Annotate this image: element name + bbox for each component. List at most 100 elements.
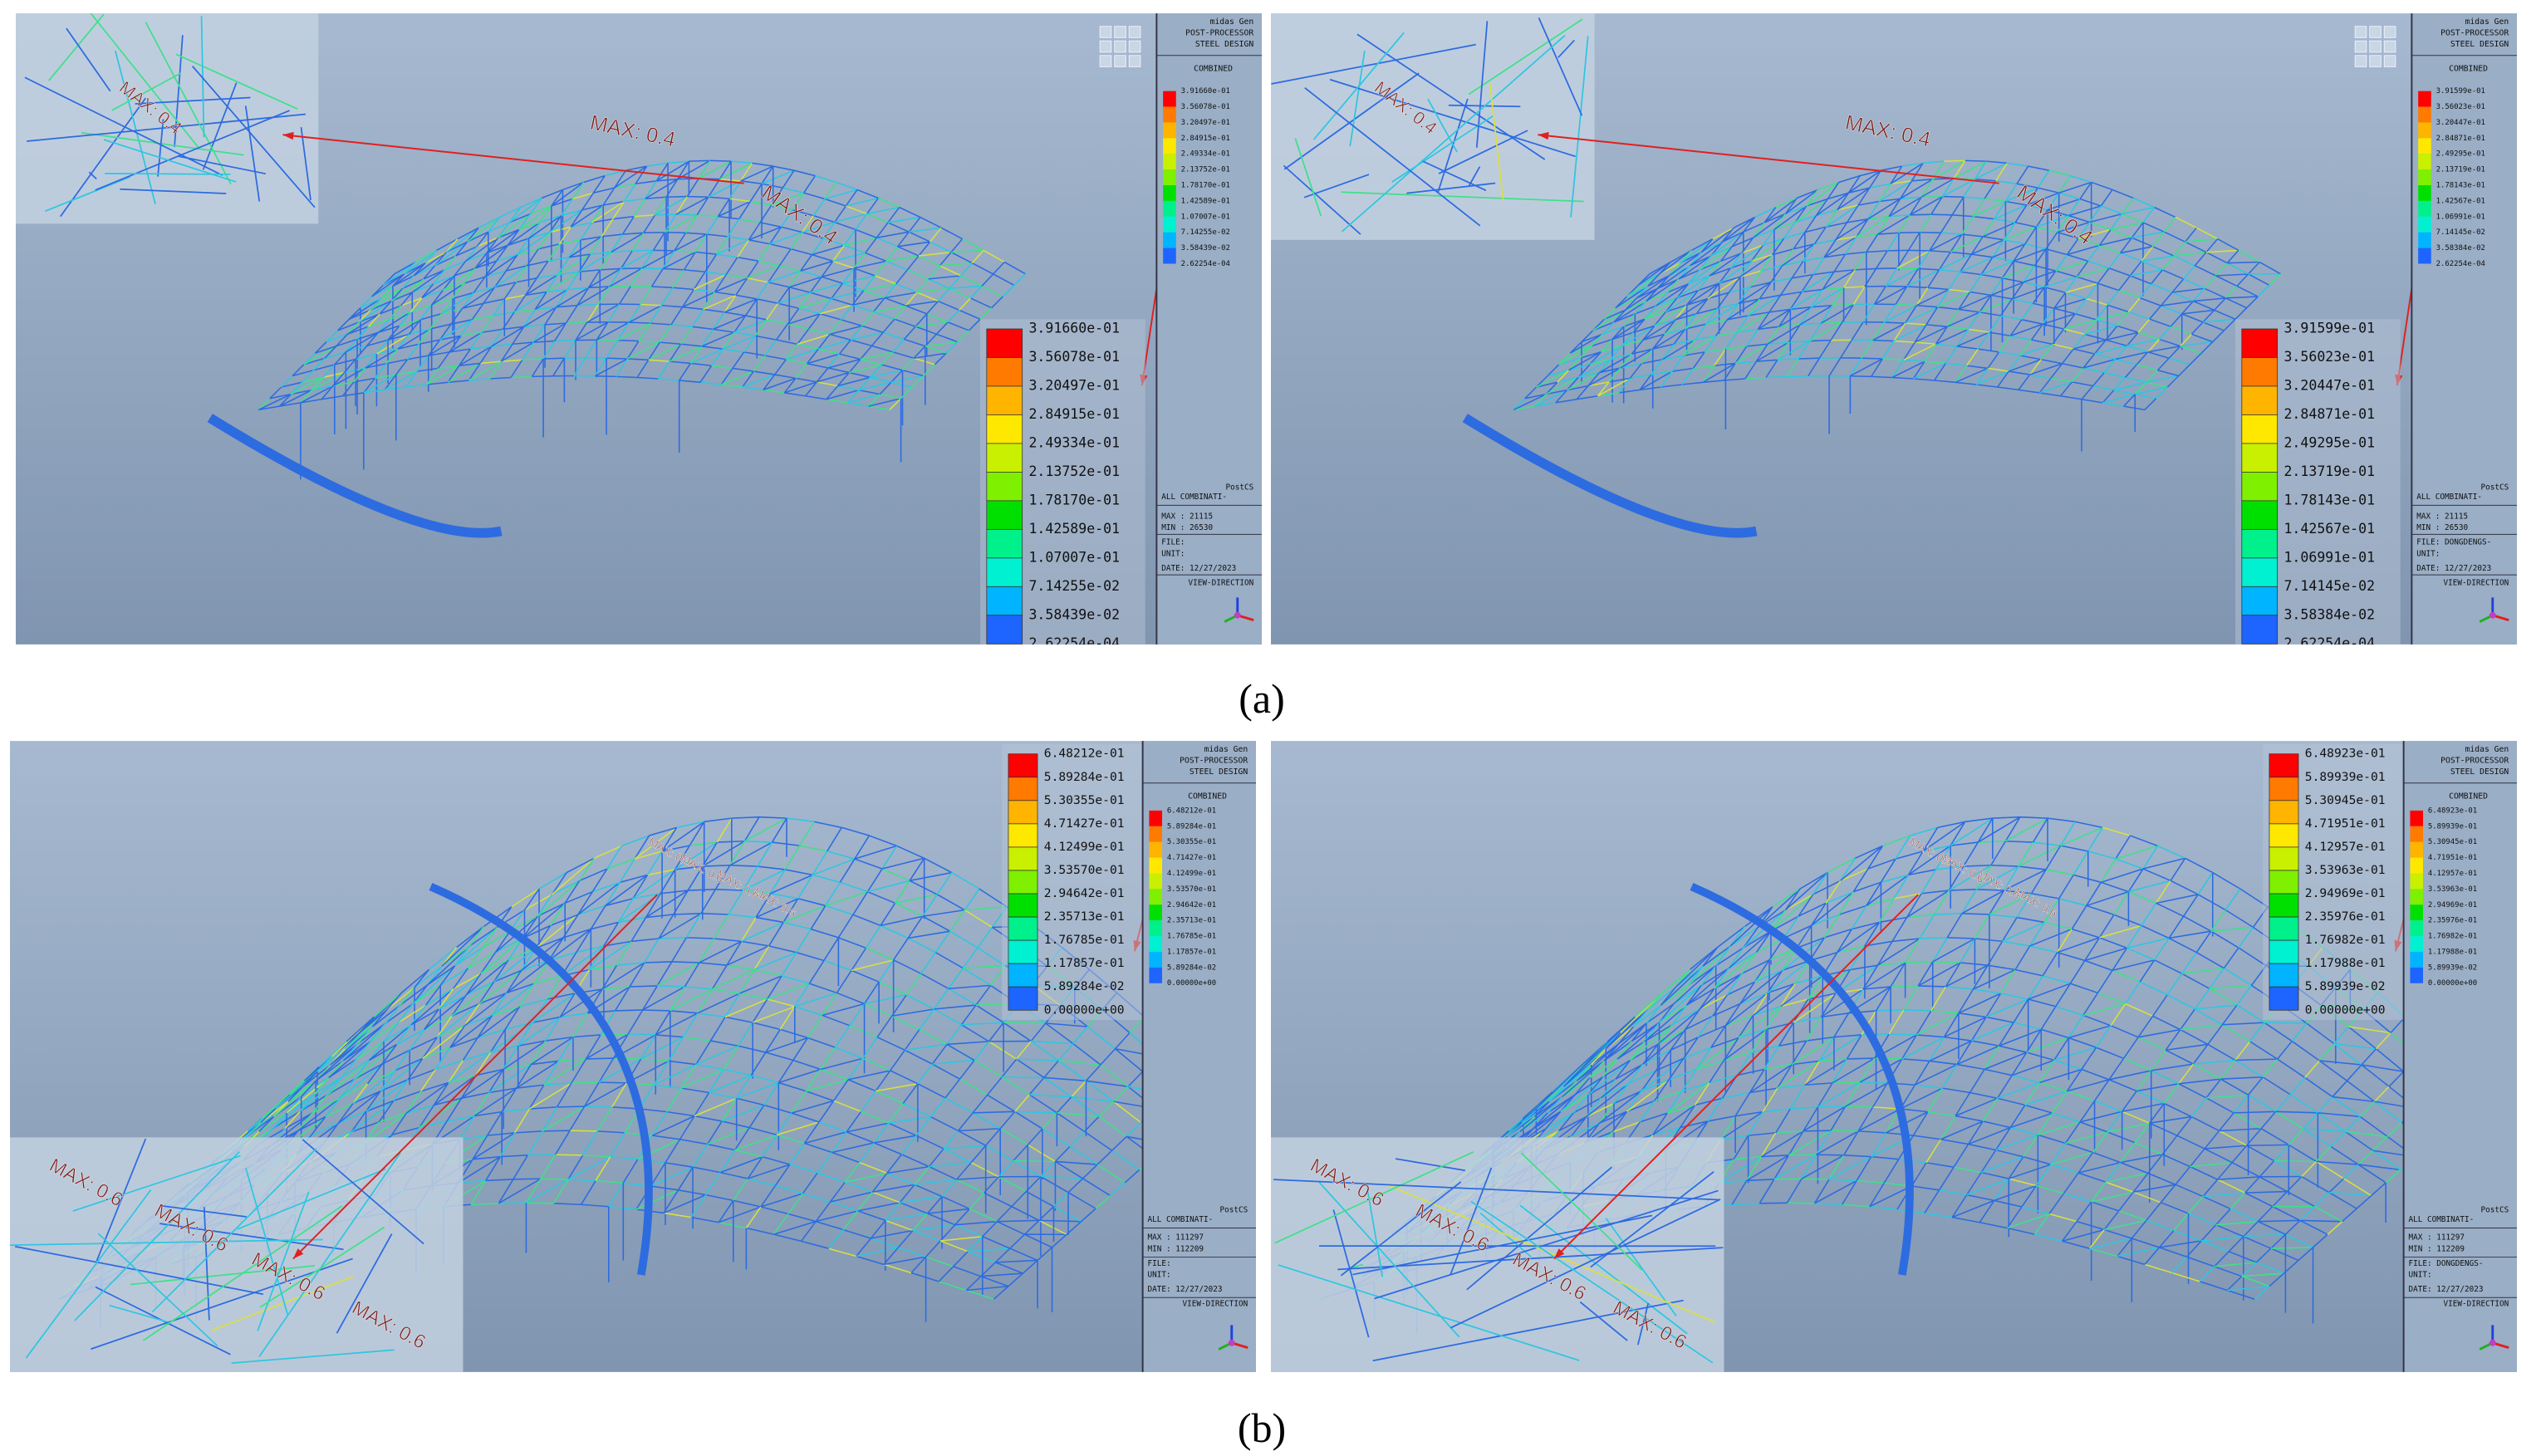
member — [2052, 343, 2074, 350]
member — [1925, 324, 1948, 328]
member — [1391, 115, 1494, 183]
member — [2110, 213, 2123, 230]
member — [749, 183, 763, 202]
member — [1710, 1025, 1727, 1048]
member — [529, 198, 542, 214]
member — [777, 1134, 805, 1145]
member — [1813, 226, 1827, 245]
member — [920, 952, 936, 974]
member — [1799, 306, 1812, 326]
member — [795, 377, 817, 383]
member — [876, 1015, 893, 1038]
member — [444, 255, 457, 271]
member — [1615, 1063, 1644, 1080]
member — [1657, 1028, 1686, 1046]
member — [2048, 1213, 2077, 1223]
member — [2210, 926, 2254, 932]
member — [375, 339, 389, 355]
member — [1960, 271, 1982, 276]
legend-swatch — [1008, 893, 1038, 918]
member — [1717, 925, 1746, 949]
member — [2067, 244, 2100, 256]
member — [453, 968, 468, 989]
member — [761, 169, 795, 184]
member — [1767, 326, 1780, 345]
member — [1869, 1182, 1885, 1208]
member — [923, 364, 936, 377]
member — [1827, 182, 1840, 199]
member — [10, 1238, 323, 1247]
member — [421, 275, 455, 299]
member — [1087, 1026, 1116, 1050]
member — [1678, 255, 1712, 280]
member — [258, 405, 280, 411]
member — [1934, 890, 1950, 915]
member — [1652, 1112, 1668, 1135]
member — [743, 816, 760, 842]
sidebar-swatch — [1149, 904, 1163, 921]
member — [645, 914, 674, 919]
member — [896, 845, 925, 860]
member — [2112, 189, 2134, 199]
member — [828, 1248, 857, 1257]
member — [109, 1304, 168, 1323]
member — [745, 1206, 762, 1228]
sidebar-value: 2.13719e-01 — [2436, 166, 2485, 174]
member — [668, 1060, 697, 1066]
member — [1965, 159, 1987, 162]
member — [413, 265, 435, 277]
member — [1668, 1057, 1685, 1081]
member — [2018, 389, 2040, 394]
member — [1803, 256, 1825, 262]
member — [1736, 1068, 1765, 1076]
member — [660, 341, 681, 346]
member — [1837, 945, 1866, 954]
member — [311, 385, 333, 391]
member — [733, 331, 756, 337]
member — [518, 221, 541, 231]
member — [2073, 348, 2095, 355]
member — [576, 287, 590, 306]
member — [1973, 200, 2006, 218]
member — [1618, 1026, 1634, 1045]
member — [1867, 845, 1884, 870]
member — [1786, 1178, 1803, 1204]
member — [1827, 857, 1856, 874]
member — [211, 1276, 354, 1331]
sidebar-swatch — [2418, 200, 2431, 217]
member — [1697, 1015, 1714, 1038]
member — [790, 248, 812, 256]
member — [902, 1083, 919, 1104]
member — [1739, 992, 1768, 1005]
member — [1313, 32, 1405, 140]
member — [258, 1152, 401, 1357]
sidebar-value: 3.91660e-01 — [1181, 87, 1230, 96]
member — [1715, 945, 1731, 967]
member — [890, 1049, 905, 1071]
member — [895, 283, 918, 293]
member — [2163, 217, 2176, 233]
member — [634, 826, 678, 860]
member — [1550, 1080, 1567, 1096]
member — [378, 1112, 407, 1123]
sidebar-swatch — [1149, 841, 1163, 858]
sidebar-swatch — [1163, 216, 1176, 233]
member — [792, 1037, 809, 1061]
member — [370, 1022, 386, 1042]
member — [447, 365, 460, 383]
member — [1057, 1060, 1087, 1081]
member — [683, 252, 696, 271]
member — [1349, 50, 1366, 147]
member — [1620, 348, 1654, 369]
member — [1755, 343, 1768, 362]
member — [1631, 1022, 1660, 1042]
sidebar-swatch — [1163, 91, 1176, 107]
member — [287, 1086, 304, 1102]
member — [659, 937, 687, 939]
member — [1990, 864, 2019, 867]
member — [2074, 313, 2097, 321]
member — [1997, 386, 2019, 391]
member — [962, 947, 979, 969]
member — [452, 282, 465, 299]
member — [1656, 1049, 1671, 1071]
